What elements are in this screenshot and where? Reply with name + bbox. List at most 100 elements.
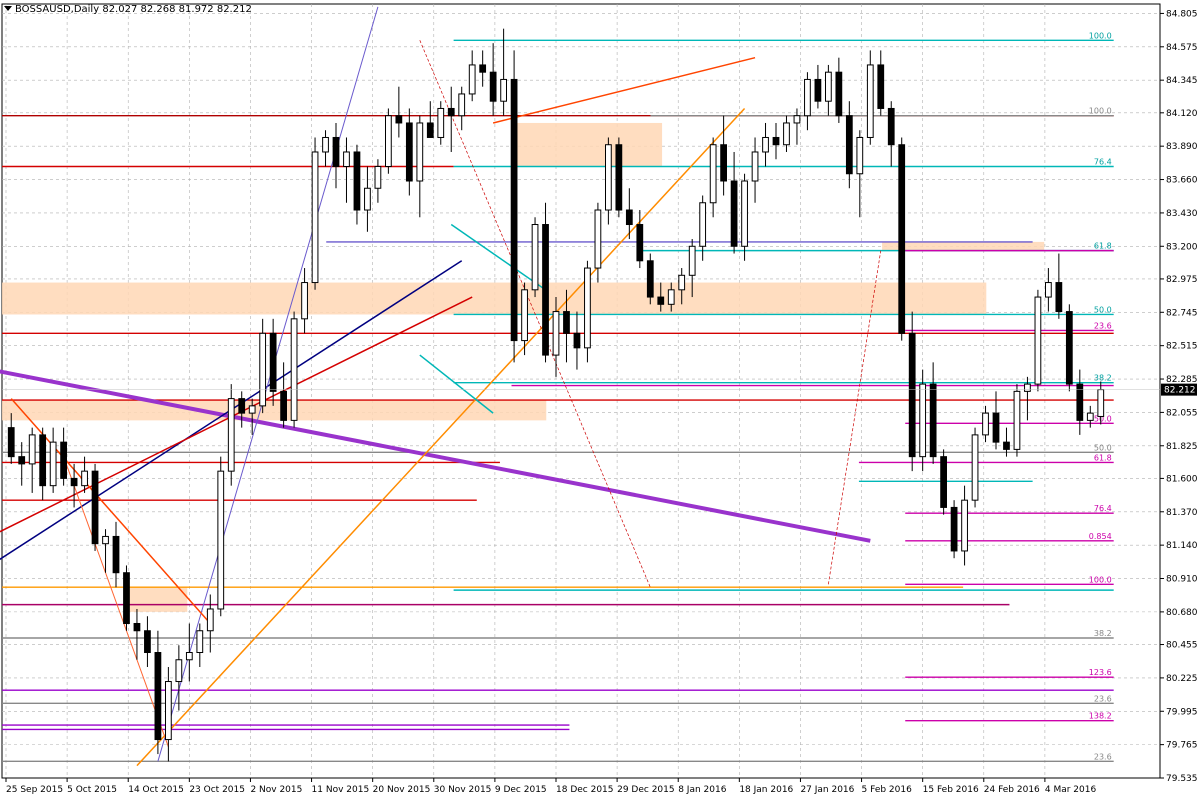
candle-bear: [950, 506, 958, 552]
candle-bull: [552, 311, 560, 356]
candle-bear: [18, 456, 26, 465]
time-tick-label: 23 Oct 2015: [189, 785, 245, 795]
time-tick-label: 18 Dec 2015: [556, 785, 614, 795]
candle-bull: [961, 499, 968, 552]
price-tick-label: 81.140: [1166, 541, 1198, 551]
fibo-level-label: 123.6: [1089, 668, 1112, 677]
candle-bear: [908, 332, 916, 458]
time-tick-label: 14 Oct 2015: [128, 785, 184, 795]
trendline: [419, 354, 494, 414]
candle-bull: [971, 434, 979, 501]
candle-bull: [102, 535, 109, 545]
time-tick-label: 5 Oct 2015: [67, 785, 117, 795]
fibo-level-label: 100.0: [1089, 575, 1112, 584]
candle-bull: [1045, 282, 1052, 298]
price-tick-label: 83.200: [1166, 242, 1198, 252]
supply-demand-zone: [2, 400, 547, 421]
candle-bear: [730, 180, 738, 247]
candle-bull: [1034, 296, 1042, 385]
candle-bull: [741, 180, 748, 247]
fibo-level-label: 76.4: [1094, 504, 1112, 513]
candle-bull: [196, 630, 204, 654]
time-tick-label: 5 Feb 2016: [862, 785, 913, 795]
candle-bear: [332, 136, 340, 167]
candle-bull: [165, 681, 172, 741]
candle-bull: [311, 151, 319, 284]
current-price-tag: [1161, 383, 1197, 396]
candle-bear: [814, 78, 822, 102]
price-tick-label: 82.285: [1166, 375, 1198, 385]
trendline: [450, 223, 546, 291]
fibo-level-label: 138.2: [1089, 712, 1112, 721]
fibo-level-label: 100.0: [1089, 107, 1112, 116]
candle-bull: [374, 165, 382, 189]
candle-bull: [856, 136, 864, 175]
time-tick-label: 29 Dec 2015: [617, 785, 675, 795]
time-tick-label: 20 Nov 2015: [373, 785, 431, 795]
candle-bull: [290, 318, 298, 421]
candle-bear: [395, 115, 403, 124]
candle-bull: [762, 136, 769, 153]
candle-bull: [81, 470, 88, 487]
time-tick-label: 9 Dec 2015: [495, 785, 547, 795]
fibo-level-label: 76.4: [1094, 157, 1112, 166]
candle-bear: [154, 652, 162, 741]
candle-bear: [238, 398, 246, 414]
time-tick-label: 24 Feb 2016: [984, 785, 1040, 795]
current-price-label: 82.212: [1164, 386, 1196, 396]
candle-bull: [248, 405, 256, 414]
time-tick-label: 8 Jan 2016: [678, 785, 726, 795]
price-tick-label: 84.120: [1166, 109, 1198, 119]
candle-bull: [206, 608, 214, 632]
candle-bull: [667, 289, 675, 305]
candle-bull: [919, 383, 927, 458]
candle-bull: [437, 107, 445, 138]
candle-bear: [929, 383, 937, 458]
candle-bear: [657, 296, 665, 305]
candle-bull: [793, 115, 801, 124]
candle-bear: [772, 136, 780, 146]
candle-bull: [1024, 383, 1031, 392]
fibo-level-label: 100.0: [1089, 31, 1112, 40]
candle-bear: [510, 78, 518, 342]
candle-bull: [458, 93, 466, 117]
candle-bull: [259, 332, 267, 407]
candle-bear: [112, 535, 120, 574]
symbol-timeframe: BOSSAUSD,Daily: [15, 4, 100, 15]
candle-bear: [940, 456, 948, 508]
fibo-level-label: 61.8: [1094, 453, 1112, 462]
candle-bear: [133, 622, 141, 632]
candle-bull: [322, 136, 329, 153]
trendline: [828, 250, 882, 585]
fibo-level-label: 23.6: [1094, 694, 1112, 703]
price-tick-label: 84.575: [1166, 43, 1198, 53]
price-tick-label: 84.345: [1166, 76, 1198, 86]
candle-bear: [898, 144, 906, 334]
fibo-level-label: 38.2: [1094, 629, 1112, 638]
candle-bull: [301, 282, 308, 320]
candle-bear: [353, 151, 361, 211]
fibo-level-label: 50.0: [1094, 443, 1112, 452]
candle-bear: [625, 209, 633, 226]
candle-bull: [185, 652, 193, 661]
candle-bear: [280, 390, 288, 421]
candle-bear: [877, 64, 885, 109]
price-tick-label: 83.430: [1166, 209, 1198, 219]
price-tick-label: 82.515: [1166, 342, 1198, 352]
candle-bear: [60, 441, 67, 479]
supply-demand-zone: [2, 282, 987, 315]
candle-bull: [416, 122, 424, 182]
price-tick-label: 81.825: [1166, 442, 1198, 452]
price-tick-label: 80.910: [1166, 575, 1198, 585]
candle-bear: [573, 332, 581, 349]
dropdown-triangle-icon[interactable]: [4, 6, 12, 11]
candle-bull: [688, 245, 696, 276]
price-tick-label: 80.455: [1166, 641, 1198, 651]
candle-bear: [720, 144, 728, 182]
price-tick-label: 82.055: [1166, 408, 1198, 418]
fibo-level-label: 0.854: [1089, 532, 1112, 541]
candle-bull: [385, 115, 392, 167]
price-tick-label: 79.995: [1166, 707, 1198, 717]
